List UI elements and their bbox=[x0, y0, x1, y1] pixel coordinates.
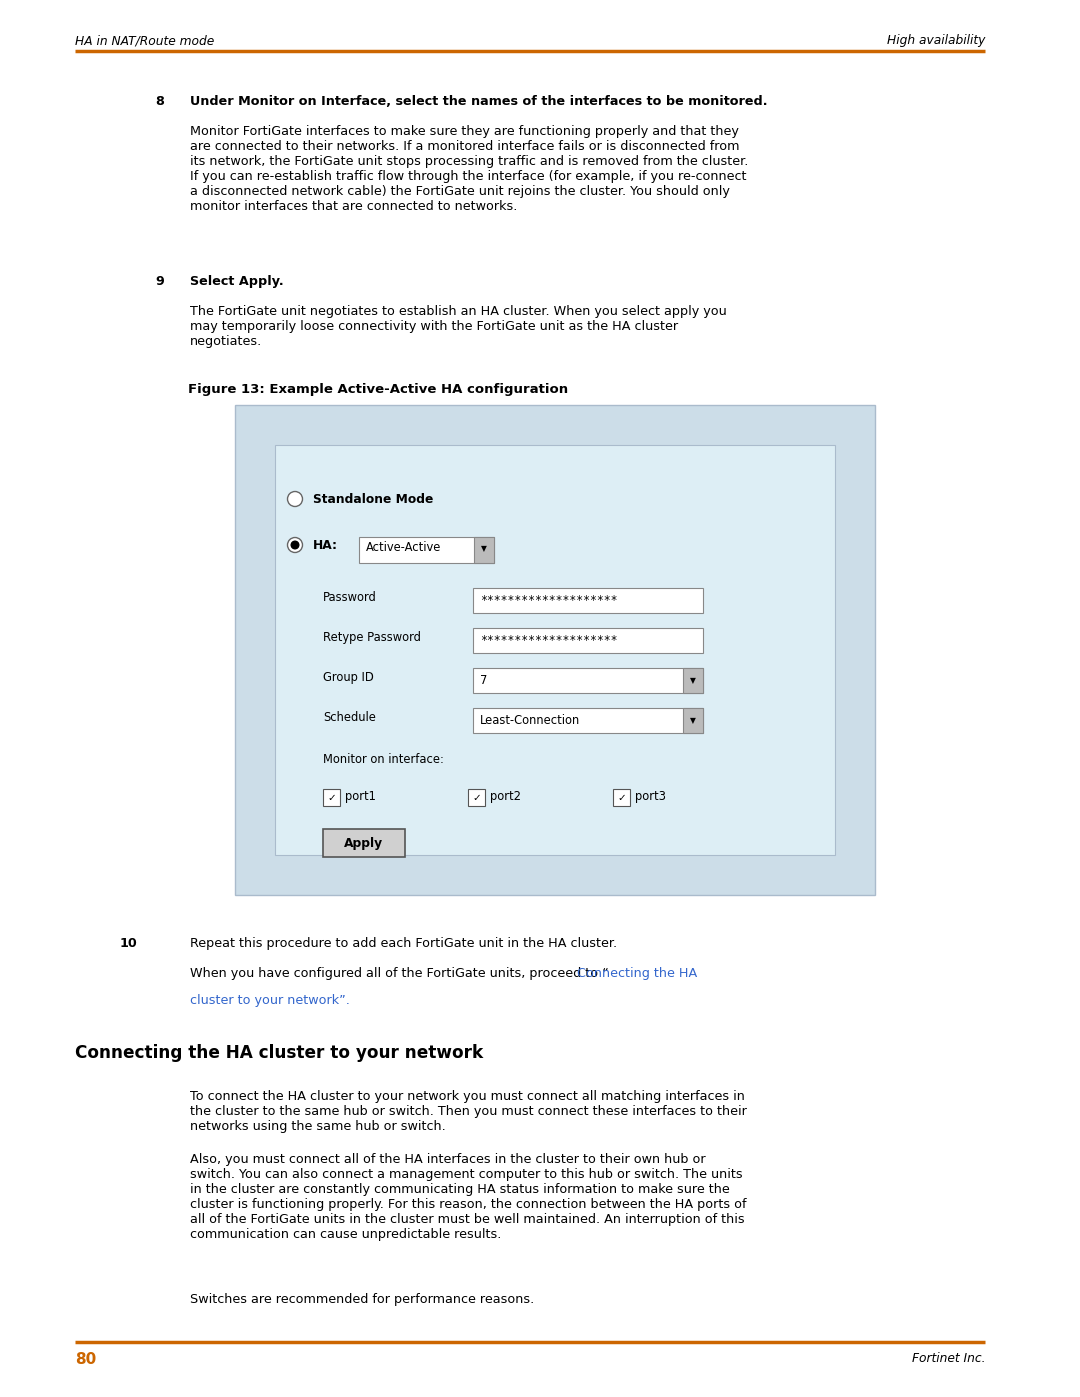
Text: cluster to your network”.: cluster to your network”. bbox=[190, 995, 350, 1007]
Circle shape bbox=[292, 541, 299, 549]
Text: Standalone Mode: Standalone Mode bbox=[313, 493, 433, 506]
FancyBboxPatch shape bbox=[473, 629, 703, 652]
Text: 9: 9 bbox=[156, 275, 164, 288]
Text: 80: 80 bbox=[75, 1352, 96, 1368]
Circle shape bbox=[287, 538, 302, 552]
Text: The FortiGate unit negotiates to establish an HA cluster. When you select apply : The FortiGate unit negotiates to establi… bbox=[190, 305, 727, 348]
Text: When you have configured all of the FortiGate units, proceed to “: When you have configured all of the Fort… bbox=[190, 967, 609, 981]
Text: Apply: Apply bbox=[345, 837, 383, 849]
Text: Group ID: Group ID bbox=[323, 671, 374, 685]
Text: Password: Password bbox=[323, 591, 377, 604]
Text: ✓: ✓ bbox=[327, 792, 336, 802]
FancyBboxPatch shape bbox=[323, 789, 340, 806]
FancyBboxPatch shape bbox=[468, 789, 485, 806]
FancyBboxPatch shape bbox=[323, 828, 405, 856]
Text: ▼: ▼ bbox=[690, 676, 696, 685]
FancyBboxPatch shape bbox=[275, 446, 835, 855]
Text: Least-Connection: Least-Connection bbox=[480, 714, 580, 726]
FancyBboxPatch shape bbox=[235, 405, 875, 895]
Circle shape bbox=[287, 492, 302, 507]
Text: Repeat this procedure to add each FortiGate unit in the HA cluster.: Repeat this procedure to add each FortiG… bbox=[190, 937, 617, 950]
Text: 8: 8 bbox=[156, 95, 164, 108]
Text: Connecting the HA: Connecting the HA bbox=[577, 967, 697, 981]
Text: Schedule: Schedule bbox=[323, 711, 376, 724]
Text: Fortinet Inc.: Fortinet Inc. bbox=[912, 1352, 985, 1365]
FancyBboxPatch shape bbox=[683, 668, 703, 693]
Text: Figure 13: Example Active-Active HA configuration: Figure 13: Example Active-Active HA conf… bbox=[188, 383, 568, 395]
Text: Connecting the HA cluster to your network: Connecting the HA cluster to your networ… bbox=[75, 1044, 483, 1062]
Text: Monitor FortiGate interfaces to make sure they are functioning properly and that: Monitor FortiGate interfaces to make sur… bbox=[190, 124, 748, 212]
Text: ▼: ▼ bbox=[690, 717, 696, 725]
Text: 7: 7 bbox=[480, 673, 487, 687]
Text: To connect the HA cluster to your network you must connect all matching interfac: To connect the HA cluster to your networ… bbox=[190, 1090, 747, 1133]
Text: ✓: ✓ bbox=[617, 792, 626, 802]
Text: Under Monitor on Interface, select the names of the interfaces to be monitored.: Under Monitor on Interface, select the n… bbox=[190, 95, 768, 108]
FancyBboxPatch shape bbox=[473, 588, 703, 613]
FancyBboxPatch shape bbox=[683, 708, 703, 733]
FancyBboxPatch shape bbox=[473, 708, 703, 733]
Text: 10: 10 bbox=[120, 937, 138, 950]
Text: port1: port1 bbox=[345, 789, 376, 803]
Text: ▼: ▼ bbox=[481, 545, 487, 553]
Text: ********************: ******************** bbox=[480, 594, 618, 608]
Text: port2: port2 bbox=[490, 789, 521, 803]
Text: Monitor on interface:: Monitor on interface: bbox=[323, 753, 444, 766]
Text: Select Apply.: Select Apply. bbox=[190, 275, 284, 288]
Text: Switches are recommended for performance reasons.: Switches are recommended for performance… bbox=[190, 1294, 535, 1306]
FancyBboxPatch shape bbox=[613, 789, 630, 806]
FancyBboxPatch shape bbox=[474, 536, 494, 563]
Text: Retype Password: Retype Password bbox=[323, 631, 421, 644]
Text: High availability: High availability bbox=[887, 34, 985, 47]
Text: HA:: HA: bbox=[313, 539, 338, 552]
Text: Active-Active: Active-Active bbox=[366, 541, 442, 555]
Text: Also, you must connect all of the HA interfaces in the cluster to their own hub : Also, you must connect all of the HA int… bbox=[190, 1153, 746, 1241]
Text: ✓: ✓ bbox=[472, 792, 481, 802]
Text: ********************: ******************** bbox=[480, 634, 618, 647]
FancyBboxPatch shape bbox=[473, 668, 703, 693]
Text: HA in NAT/Route mode: HA in NAT/Route mode bbox=[75, 34, 214, 47]
FancyBboxPatch shape bbox=[359, 536, 494, 563]
Text: port3: port3 bbox=[635, 789, 666, 803]
